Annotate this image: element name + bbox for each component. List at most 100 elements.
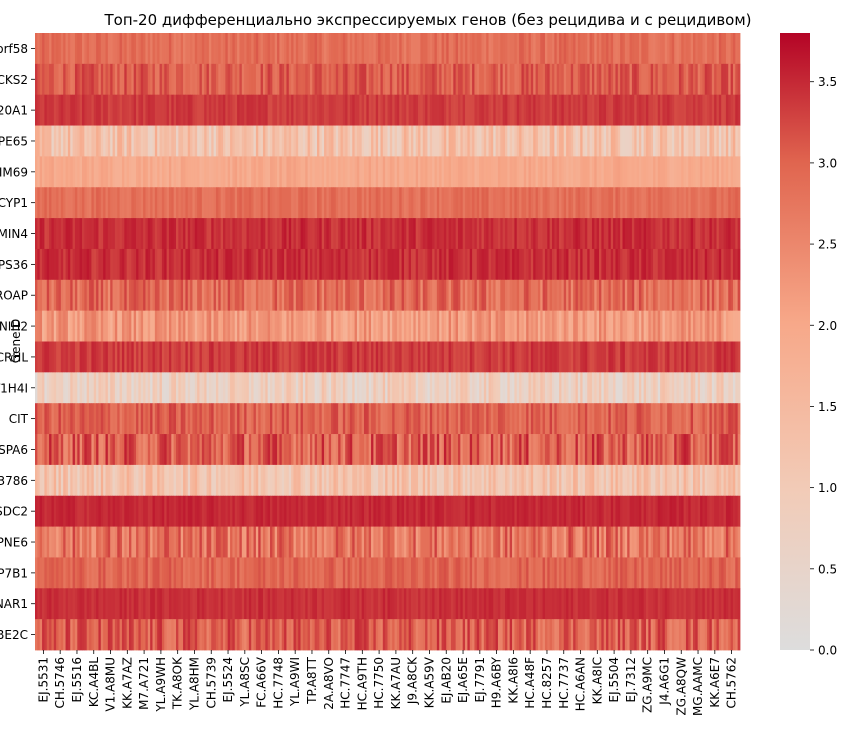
heatmap-cell <box>453 95 456 126</box>
heatmap-cell <box>324 95 327 126</box>
heatmap-cell <box>620 156 623 187</box>
heatmap-cell <box>319 33 322 64</box>
heatmap-cell <box>77 249 80 280</box>
heatmap-cell <box>679 218 682 249</box>
heatmap-cell <box>388 249 391 280</box>
heatmap-cell <box>101 249 104 280</box>
heatmap-cell <box>679 126 682 157</box>
heatmap-cell <box>336 434 339 465</box>
heatmap-cell <box>592 126 595 157</box>
heatmap-cell <box>286 342 289 373</box>
heatmap-cell <box>632 33 635 64</box>
heatmap-cell <box>115 249 118 280</box>
heatmap-cell <box>80 95 83 126</box>
heatmap-cell <box>489 95 492 126</box>
heatmap-cell <box>625 187 628 218</box>
heatmap-cell <box>460 280 463 311</box>
heatmap-cell <box>333 64 336 95</box>
heatmap-cell <box>336 64 339 95</box>
heatmap-cell <box>138 342 141 373</box>
heatmap-cell <box>345 311 348 342</box>
heatmap-cell <box>145 187 148 218</box>
heatmap-cell <box>228 527 231 558</box>
heatmap-cell <box>672 465 675 496</box>
heatmap-cell <box>75 465 78 496</box>
heatmap-cell <box>357 33 360 64</box>
heatmap-cell <box>641 126 644 157</box>
heatmap-cell <box>373 64 376 95</box>
heatmap-cell <box>484 342 487 373</box>
heatmap-cell <box>305 496 308 527</box>
heatmap-cell <box>406 187 409 218</box>
heatmap-cell <box>695 126 698 157</box>
heatmap-cell <box>702 403 705 434</box>
heatmap-cell <box>486 465 489 496</box>
heatmap-cell <box>265 280 268 311</box>
heatmap-cell <box>416 465 419 496</box>
heatmap-cell <box>540 218 543 249</box>
heatmap-cell <box>717 280 720 311</box>
heatmap-cell <box>94 249 97 280</box>
heatmap-cell <box>453 496 456 527</box>
heatmap-cell <box>388 95 391 126</box>
heatmap-cell <box>691 95 694 126</box>
heatmap-cell <box>211 434 214 465</box>
heatmap-cell <box>611 403 614 434</box>
heatmap-cell <box>181 496 184 527</box>
heatmap-cell <box>601 403 604 434</box>
heatmap-cell <box>117 434 120 465</box>
heatmap-cell <box>380 496 383 527</box>
heatmap-cell <box>634 465 637 496</box>
heatmap-cell <box>73 249 76 280</box>
heatmap-cell <box>160 64 163 95</box>
heatmap-cell <box>282 465 285 496</box>
heatmap-cell <box>106 218 109 249</box>
heatmap-cell <box>465 249 468 280</box>
heatmap-cell <box>639 126 642 157</box>
heatmap-cell <box>103 156 106 187</box>
heatmap-cell <box>385 280 388 311</box>
heatmap-cell <box>496 311 499 342</box>
heatmap-cell <box>51 64 54 95</box>
heatmap-cell <box>122 249 125 280</box>
heatmap-cell <box>611 311 614 342</box>
heatmap-cell <box>75 280 78 311</box>
heatmap-cell <box>637 249 640 280</box>
heatmap-cell <box>460 342 463 373</box>
heatmap-cell <box>153 95 156 126</box>
heatmap-cell <box>378 156 381 187</box>
heatmap-cell <box>265 64 268 95</box>
heatmap-cell <box>590 372 593 403</box>
heatmap-cell <box>376 249 379 280</box>
heatmap-cell <box>594 342 597 373</box>
heatmap-cell <box>388 372 391 403</box>
heatmap-cell <box>82 311 85 342</box>
heatmap-cell <box>561 434 564 465</box>
heatmap-cell <box>583 126 586 157</box>
heatmap-cell <box>693 249 696 280</box>
heatmap-cell <box>376 64 379 95</box>
heatmap-cell <box>479 465 482 496</box>
heatmap-cell <box>185 280 188 311</box>
heatmap-cell <box>73 187 76 218</box>
heatmap-cell <box>571 64 574 95</box>
heatmap-cell <box>249 187 252 218</box>
heatmap-cell <box>449 126 452 157</box>
heatmap-cell <box>275 218 278 249</box>
heatmap-cell <box>566 156 569 187</box>
heatmap-cell <box>249 156 252 187</box>
heatmap-cell <box>160 187 163 218</box>
heatmap-cell <box>721 64 724 95</box>
heatmap-cell <box>164 64 167 95</box>
heatmap-cell <box>232 187 235 218</box>
heatmap-cell <box>519 126 522 157</box>
heatmap-cell <box>376 342 379 373</box>
heatmap-cell <box>376 311 379 342</box>
heatmap-cell <box>453 218 456 249</box>
heatmap-cell <box>209 496 212 527</box>
heatmap-cell <box>491 527 494 558</box>
heatmap-cell <box>486 64 489 95</box>
heatmap-cell <box>608 156 611 187</box>
heatmap-cell <box>700 187 703 218</box>
heatmap-cell <box>298 342 301 373</box>
